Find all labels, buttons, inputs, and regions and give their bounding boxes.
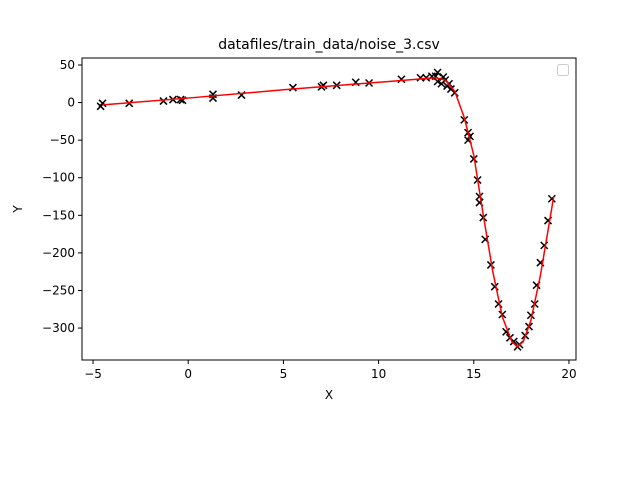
y-tick-label: 0 [67,96,75,110]
data-point [397,75,406,84]
x-axis-label: X [325,388,333,402]
y-tick-label: −100 [42,171,75,185]
y-tick-label: −250 [42,283,75,297]
data-point [176,95,185,104]
plot-frame [81,57,577,361]
data-point [475,192,484,201]
chart-title: datafiles/train_data/noise_3.csv [218,37,440,53]
x-tick-label: 15 [466,367,481,381]
x-tick-label: 0 [184,367,192,381]
y-tick-label: −200 [42,246,75,260]
y-tick-label: 50 [60,58,75,72]
data-point [96,102,105,111]
data-point [159,97,168,106]
y-axis-label: Y [11,205,25,214]
data-point [433,68,442,77]
data-point [486,260,495,269]
y-tick-label: −50 [50,133,75,147]
y-tick-label: −150 [42,208,75,222]
data-point [465,132,474,141]
legend [557,64,569,76]
data-point [319,81,328,90]
data-point [547,194,556,203]
x-tick-label: 5 [280,367,288,381]
x-tick-label: 10 [371,367,386,381]
fit-line [102,77,555,348]
x-tick-label: 20 [561,367,576,381]
y-tick-label: −300 [42,321,75,335]
x-tick-label: −5 [84,367,102,381]
